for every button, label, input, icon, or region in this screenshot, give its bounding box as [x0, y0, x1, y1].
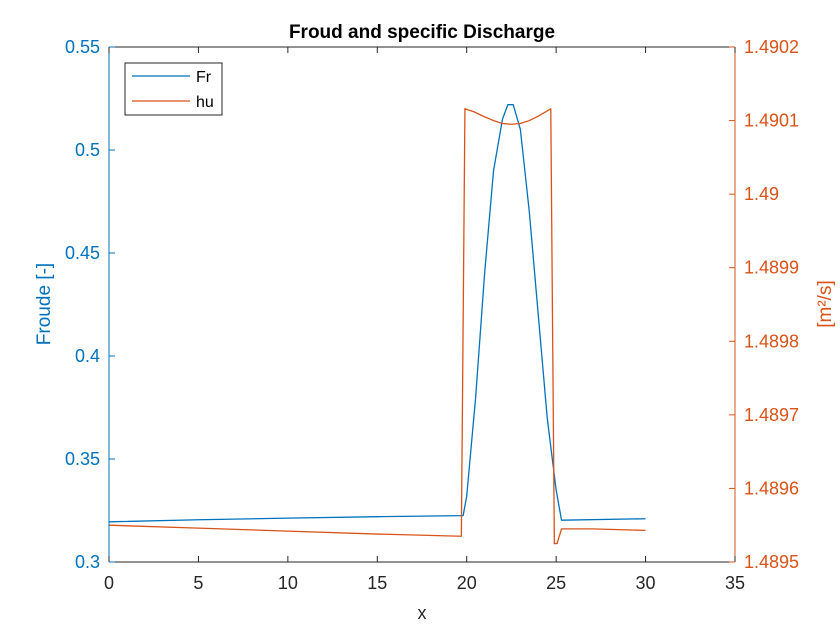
- right-y-tick-label: 1.4901: [744, 111, 799, 131]
- legend-label-fr: Fr: [196, 69, 212, 86]
- x-tick-label: 25: [546, 573, 566, 593]
- right-y-tick-label: 1.4899: [744, 258, 799, 278]
- x-tick-label: 10: [278, 573, 298, 593]
- left-y-axis: 0.3 0.35 0.4 0.45 0.5 0.55: [65, 37, 115, 572]
- left-y-tick-label: 0.3: [75, 552, 100, 572]
- right-y-tick-label: 1.4898: [744, 331, 799, 351]
- x-tick-label: 30: [636, 573, 656, 593]
- x-tick-label: 0: [104, 573, 114, 593]
- right-y-tick-label: 1.4897: [744, 405, 799, 425]
- plot-area: [109, 47, 735, 562]
- legend-label-hu: hu: [196, 94, 214, 111]
- right-y-tick-label: 1.49: [744, 184, 779, 204]
- right-y-axis-label: [m²/s]: [815, 280, 836, 328]
- left-y-tick-label: 0.45: [65, 243, 100, 263]
- right-y-tick-label: 1.4895: [744, 552, 799, 572]
- left-y-tick-label: 0.4: [75, 346, 100, 366]
- left-y-tick-label: 0.35: [65, 449, 100, 469]
- right-y-axis: 1.4895 1.4896 1.4897 1.4898 1.4899 1.49 1.4901…: [729, 37, 799, 572]
- x-axis-label: x: [418, 603, 427, 623]
- legend-box: [124, 62, 223, 116]
- x-tick-label: 20: [457, 573, 477, 593]
- legend: Fr hu: [124, 62, 223, 116]
- x-tick-label: 35: [725, 573, 745, 593]
- x-axis: 0 5 10 15 20 25 30 35: [104, 47, 745, 593]
- left-y-tick-label: 0.55: [65, 37, 100, 57]
- right-y-tick-label: 1.4896: [744, 478, 799, 498]
- right-y-tick-label: 1.4902: [744, 37, 799, 57]
- series-line-fr: [108, 104, 646, 523]
- series-layer: [108, 104, 646, 545]
- x-tick-label: 5: [193, 573, 203, 593]
- x-tick-label: 15: [367, 573, 387, 593]
- series-line-hu: [108, 108, 646, 545]
- left-y-axis-label: Froude [-]: [34, 263, 55, 345]
- axes-frame: [108, 46, 736, 563]
- chart-title: Froud and specific Discharge: [289, 22, 555, 43]
- left-y-tick-label: 0.5: [75, 140, 100, 160]
